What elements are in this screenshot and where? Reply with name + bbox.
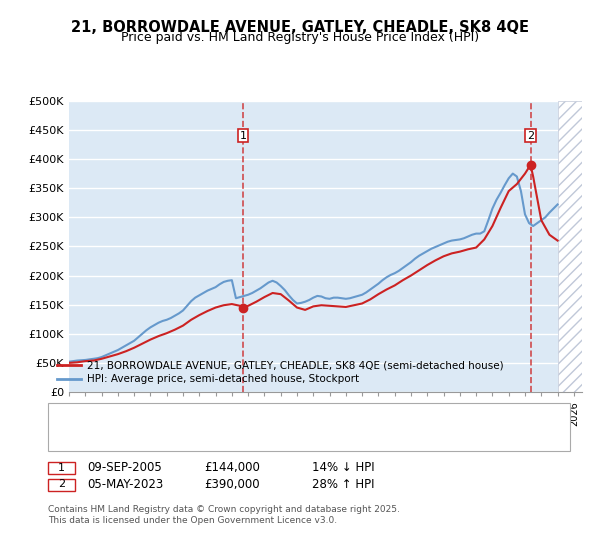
Text: 05-MAY-2023: 05-MAY-2023	[87, 478, 163, 491]
Text: Price paid vs. HM Land Registry's House Price Index (HPI): Price paid vs. HM Land Registry's House …	[121, 31, 479, 44]
Text: 2: 2	[527, 130, 534, 141]
Text: £390,000: £390,000	[204, 478, 260, 491]
Text: HPI: Average price, semi-detached house, Stockport: HPI: Average price, semi-detached house,…	[87, 374, 359, 384]
Text: Contains HM Land Registry data © Crown copyright and database right 2025.
This d: Contains HM Land Registry data © Crown c…	[48, 505, 400, 525]
Text: 21, BORROWDALE AVENUE, GATLEY, CHEADLE, SK8 4QE: 21, BORROWDALE AVENUE, GATLEY, CHEADLE, …	[71, 20, 529, 35]
Text: £144,000: £144,000	[204, 461, 260, 474]
Bar	[557, 101, 582, 392]
Text: 28% ↑ HPI: 28% ↑ HPI	[312, 478, 374, 491]
Text: 1: 1	[239, 130, 247, 141]
Text: 2: 2	[58, 479, 65, 489]
Text: 1: 1	[58, 463, 65, 473]
Text: 14% ↓ HPI: 14% ↓ HPI	[312, 461, 374, 474]
Text: 09-SEP-2005: 09-SEP-2005	[87, 461, 162, 474]
Bar	[557, 101, 582, 392]
Text: 21, BORROWDALE AVENUE, GATLEY, CHEADLE, SK8 4QE (semi-detached house): 21, BORROWDALE AVENUE, GATLEY, CHEADLE, …	[87, 360, 503, 370]
